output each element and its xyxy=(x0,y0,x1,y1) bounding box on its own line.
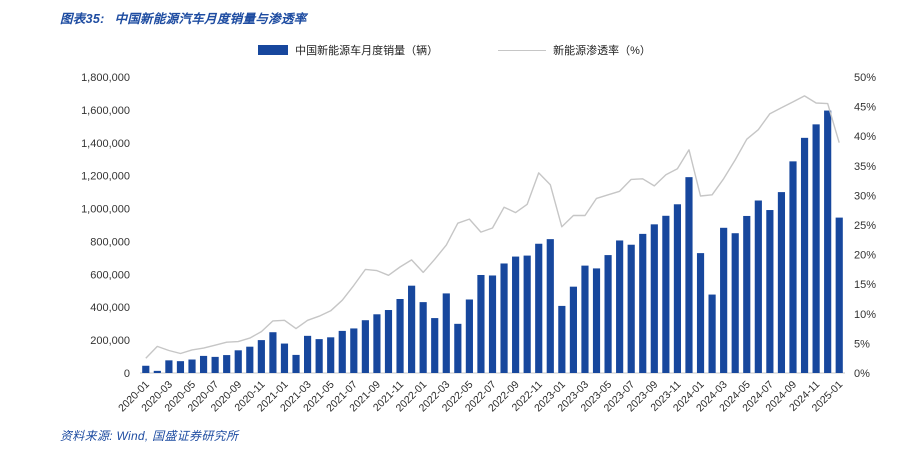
svg-text:0%: 0% xyxy=(854,368,870,380)
figure-header: 图表35: 中国新能源汽车月度销量与渗透率 xyxy=(60,8,307,27)
legend-line-label: 新能源渗透率（%） xyxy=(553,45,651,57)
legend-bar-label: 中国新能源车月度销量（辆） xyxy=(295,45,439,57)
svg-text:1,200,000: 1,200,000 xyxy=(81,171,130,183)
figure-label: 图表35: xyxy=(60,12,105,26)
legend-item-sales: 中国新能源车月度销量（辆） xyxy=(258,42,438,58)
legend-item-penetration: 新能源渗透率（%） xyxy=(498,42,651,58)
svg-text:1,800,000: 1,800,000 xyxy=(81,72,130,84)
svg-text:20%: 20% xyxy=(854,250,876,262)
svg-text:1,000,000: 1,000,000 xyxy=(81,204,130,216)
svg-text:45%: 45% xyxy=(854,102,876,114)
page-title: 中国新能源汽车月度销量与渗透率 xyxy=(114,12,307,26)
svg-text:800,000: 800,000 xyxy=(90,236,130,248)
svg-text:0: 0 xyxy=(124,368,130,380)
svg-text:1,400,000: 1,400,000 xyxy=(81,138,130,150)
svg-text:5%: 5% xyxy=(854,338,870,350)
svg-text:40%: 40% xyxy=(854,131,876,143)
source-text: 资料来源: Wind, 国盛证券研究所 xyxy=(60,429,239,443)
svg-text:50%: 50% xyxy=(854,72,876,84)
svg-text:1,600,000: 1,600,000 xyxy=(81,105,130,117)
svg-text:600,000: 600,000 xyxy=(90,269,130,281)
line-swatch-icon xyxy=(498,49,547,51)
svg-text:35%: 35% xyxy=(854,161,876,173)
svg-text:30%: 30% xyxy=(854,190,876,202)
source-note: 资料来源: Wind, 国盛证券研究所 xyxy=(60,427,238,444)
svg-text:25%: 25% xyxy=(854,220,876,232)
combo-chart: 0 200,000 400,000 600,000 800,000 1,000,000 1,… xyxy=(81,72,876,414)
svg-text:200,000: 200,000 xyxy=(90,335,130,347)
svg-text:15%: 15% xyxy=(854,279,876,291)
chart-legend: 中国新能源车月度销量（辆） 新能源渗透率（%） xyxy=(0,42,909,58)
svg-text:10%: 10% xyxy=(854,309,876,321)
bar-swatch-icon xyxy=(258,45,289,55)
svg-text:400,000: 400,000 xyxy=(90,302,130,314)
